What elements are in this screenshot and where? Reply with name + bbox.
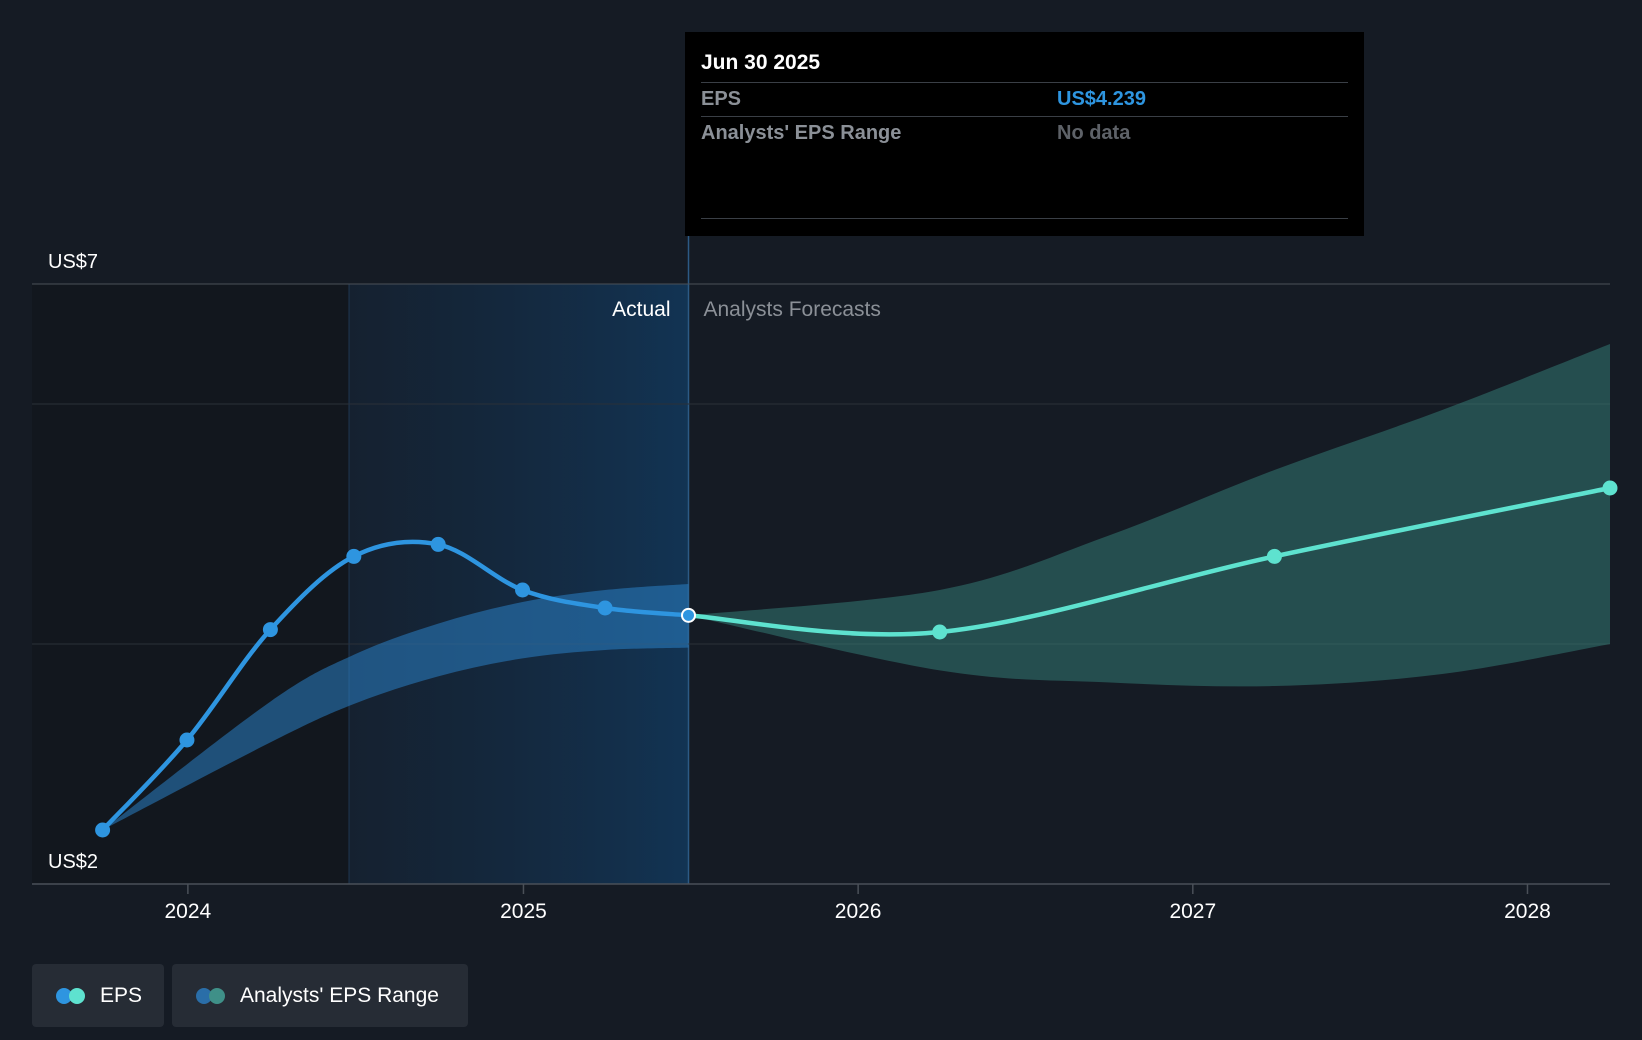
x-tick-label: 2026	[835, 900, 882, 923]
eps-point	[597, 600, 613, 616]
eps-point	[1266, 548, 1282, 564]
range-legend-icon	[196, 988, 226, 1004]
tooltip-range-label: Analysts' EPS Range	[701, 122, 902, 144]
eps-point	[932, 624, 948, 640]
eps-point	[95, 822, 111, 838]
tooltip-row-eps: EPS US$4.239	[701, 82, 1348, 116]
tooltip-date: Jun 30 2025	[701, 51, 821, 74]
eps-point	[179, 732, 195, 748]
eps-point	[1602, 480, 1618, 496]
eps-line-forecast	[686, 485, 1613, 637]
tooltip: Jun 30 2025 EPS US$4.239 Analysts' EPS R…	[685, 32, 1364, 236]
eps-range-forecast	[688, 344, 1610, 687]
history-band	[32, 284, 349, 884]
legend-item-range[interactable]: Analysts' EPS Range	[172, 964, 468, 1027]
tooltip-eps-label: EPS	[701, 88, 742, 110]
tooltip-row-range: Analysts' EPS Range No data	[701, 116, 1348, 150]
x-tick-label: 2027	[1169, 900, 1216, 923]
x-tick-label: 2028	[1504, 900, 1551, 923]
eps-point	[430, 536, 446, 552]
tooltip-range-value: No data	[1057, 122, 1131, 144]
x-tick-label: 2024	[165, 900, 212, 923]
eps-point	[346, 548, 362, 564]
tooltip-eps-value: US$4.239	[1057, 88, 1146, 110]
eps-point	[262, 622, 278, 638]
x-tick-label: 2025	[500, 900, 547, 923]
legend-label-range: Analysts' EPS Range	[240, 984, 439, 1007]
legend-item-eps[interactable]: EPS	[32, 964, 164, 1027]
section-label-actual: Actual	[612, 298, 670, 321]
tooltip-divider	[701, 218, 1348, 219]
eps-legend-icon	[56, 988, 86, 1004]
y-axis-label-bottom: US$2	[48, 851, 98, 873]
legend-label-eps: EPS	[100, 984, 143, 1007]
section-label-forecast: Analysts Forecasts	[704, 298, 881, 321]
eps-point-highlight-core	[683, 609, 695, 621]
y-axis-label-top: US$7	[48, 251, 98, 273]
eps-point	[515, 582, 531, 598]
eps-range-actual	[102, 584, 689, 830]
